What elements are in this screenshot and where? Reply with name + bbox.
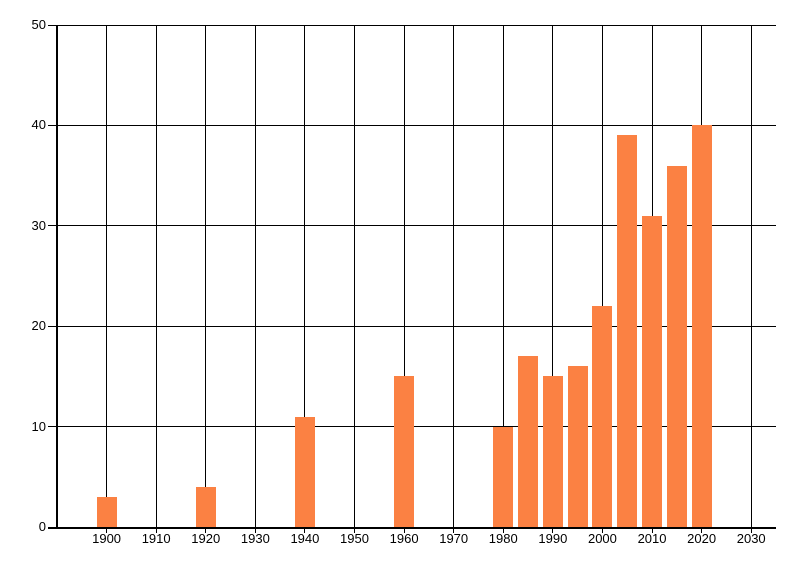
x-gridline <box>750 25 752 533</box>
x-gridline <box>106 25 108 533</box>
x-tick-label: 1950 <box>340 531 369 546</box>
bar-1940 <box>294 416 315 527</box>
bar-1920 <box>195 486 216 527</box>
x-gridline <box>453 25 455 533</box>
bar-2020 <box>691 125 712 527</box>
y-tick-label: 20 <box>31 318 46 334</box>
y-gridline <box>48 225 776 227</box>
x-tick-label: 1930 <box>240 531 270 546</box>
x-tick-label: 1970 <box>439 531 469 546</box>
x-gridline <box>403 25 405 533</box>
x-tick-label: 1940 <box>290 531 320 546</box>
bar-1900 <box>96 496 117 527</box>
x-gridline <box>354 25 356 533</box>
y-tick-label: 50 <box>31 17 46 32</box>
bar-1995 <box>567 366 588 527</box>
x-gridline <box>155 25 157 533</box>
x-tick-label: 1900 <box>92 531 122 546</box>
x-gridline <box>304 25 306 533</box>
y-tick-label: 40 <box>31 117 46 133</box>
x-tick-label: 2000 <box>587 531 617 546</box>
bar-1960 <box>394 376 415 527</box>
bar-2015 <box>666 165 687 527</box>
x-tick-label: 1980 <box>488 531 518 546</box>
y-gridline <box>48 124 776 126</box>
bar-1980 <box>493 426 514 527</box>
x-tick-label: 1910 <box>141 531 171 546</box>
bar-2000 <box>592 306 613 527</box>
x-gridline <box>205 25 207 533</box>
y-gridline <box>48 24 776 26</box>
bar-2010 <box>642 215 663 527</box>
bar-2005 <box>617 135 638 527</box>
y-tick-label: 10 <box>31 418 46 434</box>
bar-1990 <box>542 376 563 527</box>
x-gridline <box>254 25 256 533</box>
x-gridline <box>502 25 504 533</box>
x-tick-label: 2010 <box>637 531 667 546</box>
y-tick-label: 0 <box>38 519 46 534</box>
x-tick-label: 1960 <box>389 531 419 546</box>
y-gridline <box>48 325 776 327</box>
x-gridline <box>601 25 603 533</box>
x-tick-label: 1920 <box>191 531 221 546</box>
bar-1985 <box>518 356 539 527</box>
x-tick-label: 2020 <box>687 531 717 546</box>
y-tick-label: 30 <box>31 217 46 233</box>
x-tick-label: 2030 <box>736 531 766 546</box>
y-axis-line <box>56 25 58 529</box>
x-axis-line <box>48 527 776 529</box>
x-gridline <box>552 25 554 533</box>
x-tick-label: 1990 <box>538 531 568 546</box>
